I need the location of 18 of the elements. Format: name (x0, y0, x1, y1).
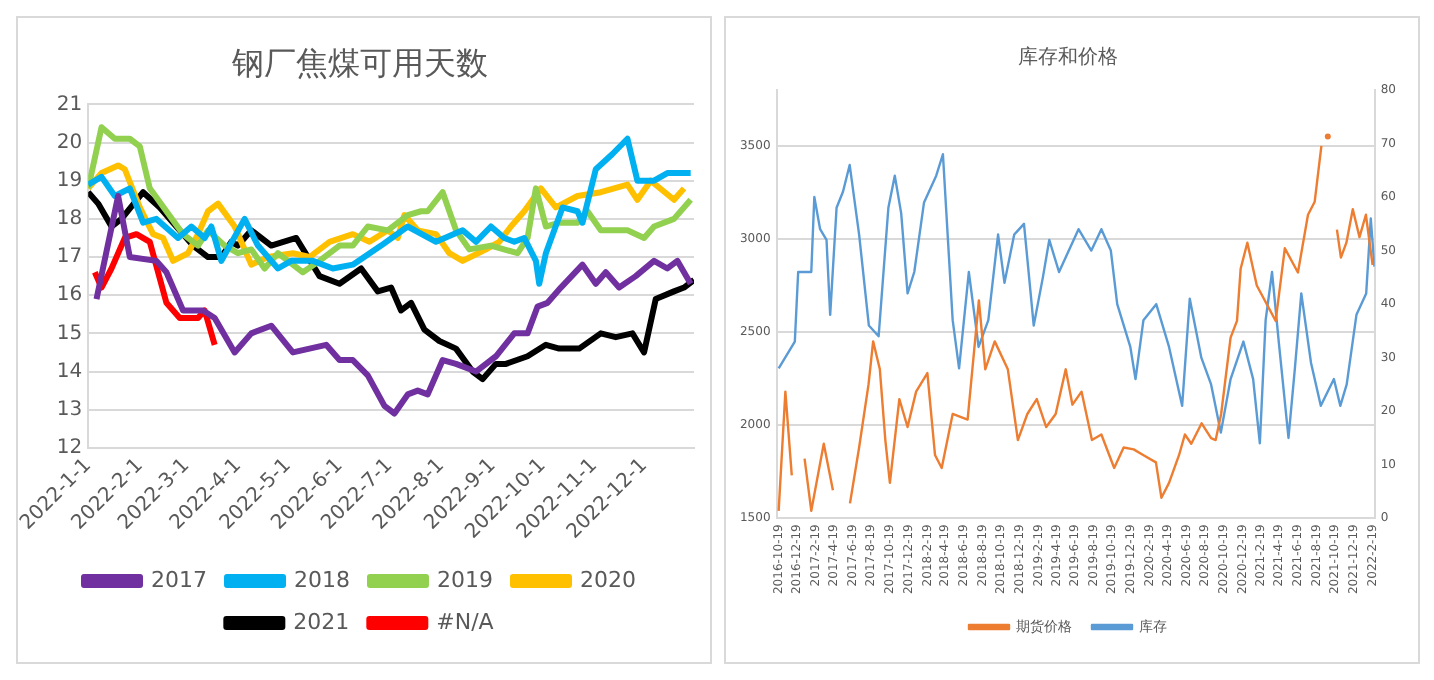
y-tick-label: 17 (56, 246, 83, 269)
legend-label: 2020 (579, 566, 636, 593)
y-tick-label: 19 (56, 169, 83, 192)
legend-label: 2018 (294, 566, 351, 593)
y-tick-label: 15 (56, 322, 83, 345)
y-tick-label: 18 (56, 208, 83, 231)
y-tick-label: 21 (56, 93, 83, 116)
chart-title: 钢厂焦煤可用天数 (230, 43, 488, 82)
y-tick-label: 16 (56, 284, 83, 307)
chart-title: 库存和价格 (1018, 45, 1118, 70)
y-tick-label: 20 (56, 131, 83, 154)
legend-label: #N/A (436, 608, 495, 635)
legend-label: 2021 (293, 608, 350, 635)
y-tick-label: 13 (56, 398, 83, 421)
legend-label: 2019 (437, 566, 493, 593)
y-tick-label: 14 (56, 360, 83, 383)
y-tick-label: 12 (56, 437, 83, 460)
legend-label: 2017 (151, 566, 208, 593)
